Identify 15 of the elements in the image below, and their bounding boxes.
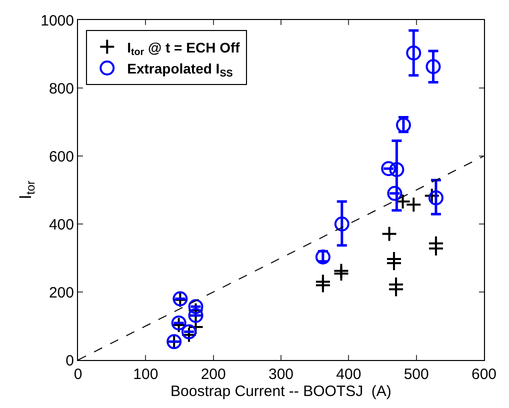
x-tick-label: 200: [200, 366, 226, 383]
x-tick-label: 100: [133, 366, 158, 383]
y-tick-label: 1000: [40, 12, 74, 30]
x-tick-label: 500: [404, 366, 429, 383]
y-tick-label: 400: [48, 216, 74, 234]
x-tick-label: 600: [471, 366, 497, 383]
x-axis-title: Boostrap Current -- BOOTSJ (A): [170, 383, 392, 400]
y-tick-label: 0: [66, 352, 74, 370]
y-tick-label: 600: [48, 148, 74, 166]
y-tick-label: 200: [48, 284, 74, 302]
legend-label: Extrapolated I$_{SS}$: [127, 60, 234, 80]
y-tick-label: 800: [48, 80, 74, 98]
legend-label: I$_{tor}$ @ t = ECH Off: [127, 39, 240, 58]
x-tick-label: 400: [336, 366, 362, 383]
x-tick-label: 300: [268, 366, 294, 383]
